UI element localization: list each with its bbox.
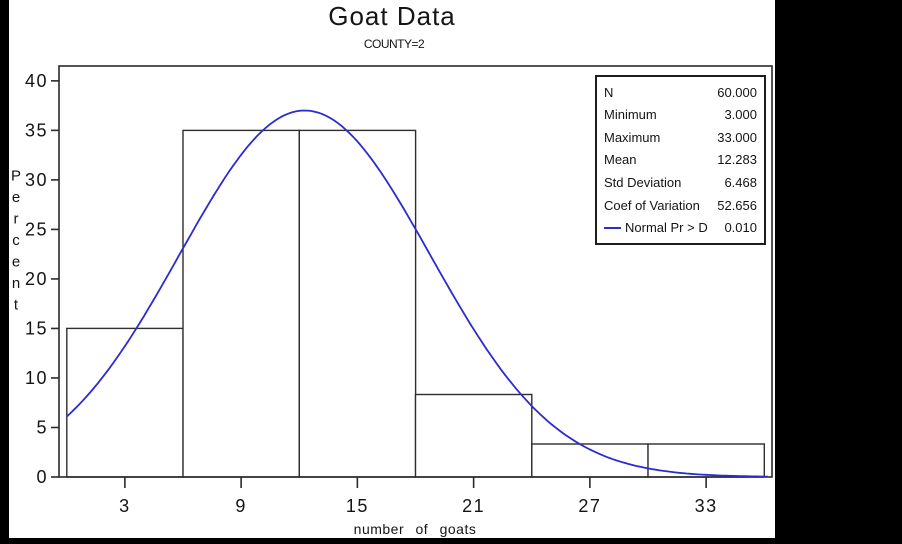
y-tick-label: 0 — [36, 467, 48, 487]
y-tick-label: 40 — [25, 71, 48, 91]
stats-legend-box: N 60.000 Minimum 3.000 Maximum 33.000 Me… — [595, 75, 766, 245]
stats-label: Std Deviation — [604, 175, 682, 191]
y-tick-label: 10 — [25, 368, 48, 388]
stats-label: Maximum — [604, 129, 661, 145]
y-tick-label: 20 — [25, 269, 48, 289]
x-tick-label: 9 — [235, 496, 247, 516]
stats-label: Normal Pr > D — [625, 220, 708, 236]
histogram-bar — [298, 129, 417, 478]
x-tick-label: 33 — [695, 496, 718, 516]
plot-frame — [58, 65, 773, 478]
stats-value: 3.000 — [724, 107, 757, 123]
stats-value: 60.000 — [717, 84, 757, 100]
stats-value: 33.000 — [717, 129, 757, 145]
y-axis-title-letter: e — [12, 189, 20, 206]
chart-title: Goat Data — [328, 1, 456, 31]
stats-value: 0.010 — [724, 220, 757, 236]
stats-value: 52.656 — [717, 197, 757, 213]
stats-row-maximum: Maximum 33.000 — [604, 130, 757, 145]
stats-row-normal-pr-d: Normal Pr > D 0.010 — [604, 220, 757, 235]
stats-value: 6.468 — [724, 175, 757, 191]
normal-curve-legend-swatch — [604, 226, 621, 229]
y-axis-title-letter: e — [12, 254, 20, 271]
stats-label: Minimum — [604, 107, 657, 123]
stats-row-coef-of-variation: Coef of Variation 52.656 — [604, 198, 757, 213]
y-axis-title-letter: t — [14, 297, 19, 314]
stats-row-minimum: Minimum 3.000 — [604, 107, 757, 122]
x-tick-label: 27 — [578, 496, 601, 516]
y-tick-label: 35 — [25, 120, 48, 140]
histogram-bar — [66, 327, 184, 478]
y-tick-label: 15 — [25, 318, 48, 338]
histogram-bar — [414, 393, 533, 478]
x-tick-label: 3 — [119, 496, 131, 516]
y-tick-label: 30 — [25, 170, 48, 190]
y-axis-title-letter: r — [14, 211, 19, 228]
stats-label: Coef of Variation — [604, 197, 700, 213]
stats-value: 12.283 — [717, 152, 757, 168]
chart-paper: Goat Data COUNTY=2 0 5 10 15 20 25 30 35 40 3 9 15 2… — [9, 0, 775, 538]
x-axis-title: number of goats — [353, 521, 477, 537]
y-tick-label: 25 — [25, 219, 48, 239]
y-tick-label: 5 — [36, 417, 48, 437]
stats-row-n: N 60.000 — [604, 85, 757, 100]
histogram-bar — [182, 129, 301, 478]
x-tick-label: 15 — [346, 496, 369, 516]
y-axis-title-letter: P — [11, 168, 21, 185]
y-axis-title-letter: n — [12, 275, 20, 292]
stats-row-mean: Mean 12.283 — [604, 152, 757, 167]
stats-row-std-deviation: Std Deviation 6.468 — [604, 175, 757, 190]
y-axis-title-letter: c — [12, 232, 20, 249]
chart-subtitle: COUNTY=2 — [363, 37, 425, 51]
stats-label: Mean — [604, 152, 637, 168]
x-tick-label: 21 — [462, 496, 485, 516]
stats-label: N — [604, 84, 614, 100]
normal-curve — [66, 109, 769, 478]
